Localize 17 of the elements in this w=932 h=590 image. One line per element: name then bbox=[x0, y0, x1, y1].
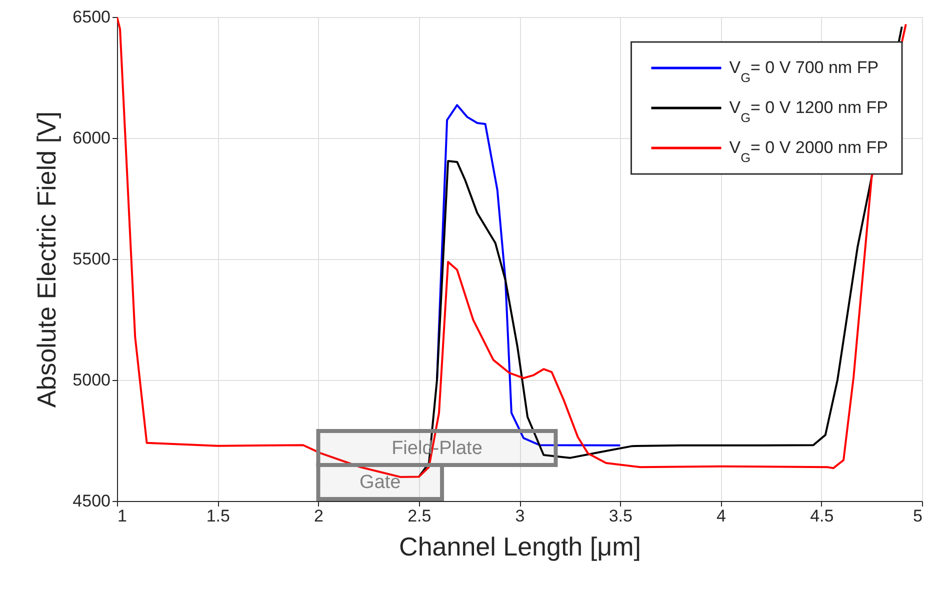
y-tick-label: 6000 bbox=[72, 128, 110, 148]
x-tick-label: 2 bbox=[314, 506, 324, 526]
x-tick-label: 3.5 bbox=[608, 506, 632, 526]
x-tick-label: 1.5 bbox=[206, 506, 230, 526]
x-axis-title: Channel Length [μm] bbox=[399, 532, 641, 562]
x-tick-label: 1 bbox=[118, 506, 127, 526]
x-tick-label: 3 bbox=[515, 506, 525, 526]
x-tick-label: 2.5 bbox=[408, 506, 432, 526]
y-tick-label: 6500 bbox=[72, 8, 110, 26]
y-tick-label: 5500 bbox=[72, 250, 110, 268]
y-tick-label: 5000 bbox=[72, 370, 110, 390]
x-tick-label: 4 bbox=[716, 506, 726, 526]
y-tick-label: 4500 bbox=[72, 492, 110, 510]
y-axis-title: Absolute Electric Field [V] bbox=[32, 111, 62, 408]
x-tick-label: 4.5 bbox=[810, 506, 834, 526]
x-tick-label: 5 bbox=[913, 506, 922, 526]
band-label: Gate bbox=[360, 472, 401, 493]
